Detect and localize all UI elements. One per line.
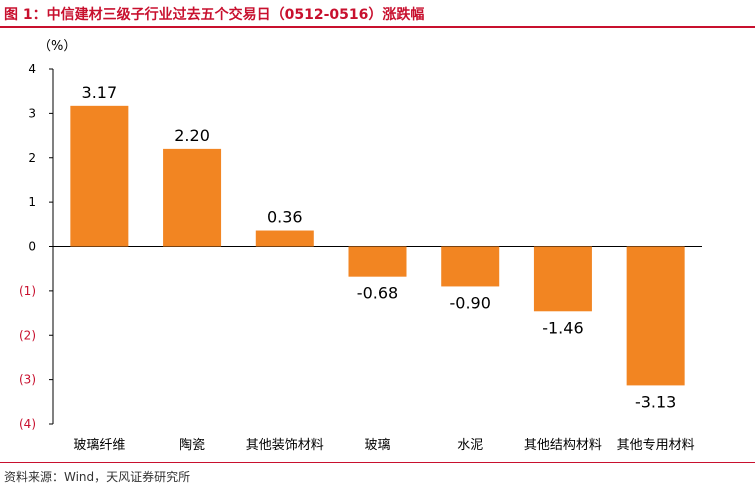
category-label: 其他结构材料	[524, 438, 602, 453]
y-tick-label: (4)	[19, 417, 36, 431]
title-bar: 图 1：中信建材三级子行业过去五个交易日（0512-0516）涨跌幅	[0, 0, 755, 28]
bar	[626, 246, 685, 386]
bar-value-label: 3.17	[82, 83, 118, 102]
bar-value-label: -0.90	[450, 293, 491, 312]
bar	[70, 105, 129, 247]
source-divider	[0, 462, 755, 463]
bar-value-label: -0.68	[357, 284, 398, 303]
unit-label: （%）	[38, 39, 76, 54]
source-note: 资料来源：Wind，天风证券研究所	[4, 470, 191, 484]
bar-value-label: -3.13	[635, 392, 676, 411]
category-label: 水泥	[457, 438, 483, 453]
bar	[255, 230, 314, 247]
chart-title: 图 1：中信建材三级子行业过去五个交易日（0512-0516）涨跌幅	[4, 7, 425, 23]
category-label: 陶瓷	[179, 437, 205, 453]
bar	[441, 246, 500, 287]
y-ticks: 4 3 2 1 0 (1) (2) (3) (4)	[19, 62, 53, 431]
bar	[348, 246, 407, 277]
category-labels: 玻璃纤维 陶瓷 其他装饰材料 玻璃 水泥 其他结构材料 其他专用材料	[73, 437, 694, 453]
bar-value-label: 0.36	[267, 208, 303, 227]
category-label: 玻璃纤维	[73, 438, 125, 453]
y-tick-label: 1	[28, 195, 36, 209]
y-tick-label: 2	[28, 151, 36, 165]
bar-value-labels: 3.17 2.20 0.36 -0.68 -0.90 -1.46 -3.13	[82, 83, 677, 412]
y-tick-label: (3)	[19, 373, 36, 387]
bar-value-label: -1.46	[542, 318, 583, 337]
bar	[533, 246, 592, 312]
bar	[163, 148, 222, 247]
bars	[70, 105, 685, 386]
category-label: 其他装饰材料	[246, 438, 324, 453]
y-tick-label: (2)	[19, 328, 36, 342]
y-tick-label: (1)	[19, 284, 36, 298]
y-tick-label: 3	[28, 106, 36, 120]
category-label: 其他专用材料	[617, 438, 695, 453]
y-tick-label: 0	[28, 240, 36, 254]
category-label: 玻璃	[364, 438, 390, 453]
y-tick-label: 4	[28, 62, 36, 76]
bar-value-label: 2.20	[174, 126, 210, 145]
